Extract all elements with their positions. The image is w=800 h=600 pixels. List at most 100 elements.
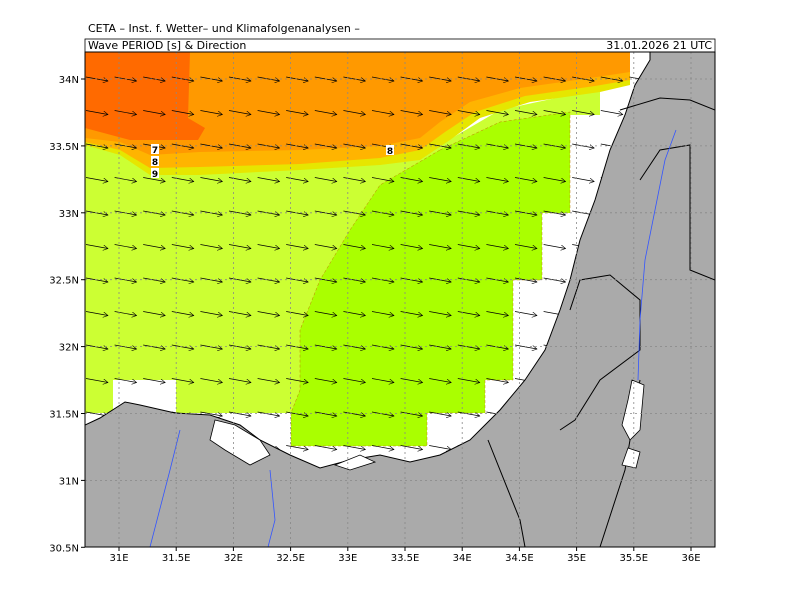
- arrow: [543, 244, 566, 249]
- arrow: [171, 311, 194, 316]
- arrow: [228, 110, 251, 115]
- arrow: [429, 244, 451, 249]
- y-tick-label: 34N: [59, 75, 79, 86]
- arrow: [257, 110, 280, 115]
- arrow: [85, 311, 108, 316]
- y-tick-label: 32N: [59, 343, 79, 354]
- arrow: [314, 411, 337, 416]
- arrow: [171, 210, 194, 215]
- x-tick-label: 34E: [453, 553, 472, 564]
- arrow: [543, 277, 566, 282]
- x-tick-label: 33E: [338, 553, 357, 564]
- arrow: [314, 244, 337, 249]
- arrow: [257, 311, 280, 316]
- x-tick-label: 33.5E: [391, 553, 420, 564]
- rivers: [149, 129, 677, 547]
- arrow: [400, 177, 423, 182]
- arrow: [343, 277, 365, 282]
- arrow: [457, 244, 480, 249]
- arrow: [343, 110, 365, 115]
- arrow: [343, 344, 365, 349]
- header-timestamp: 31.01.2026 21 UTC: [606, 39, 712, 52]
- y-tick-label: 33N: [59, 209, 79, 220]
- arrow: [171, 110, 194, 115]
- arrow: [314, 311, 337, 316]
- x-tick-label: 31E: [109, 553, 128, 564]
- arrow: [486, 311, 508, 316]
- arrow: [543, 177, 566, 182]
- period-zone-dark-orange: [85, 52, 205, 140]
- arrow: [486, 143, 508, 148]
- arrow: [457, 311, 480, 316]
- arrow: [486, 76, 508, 81]
- arrow: [543, 210, 566, 215]
- land: [85, 52, 715, 547]
- arrow: [228, 244, 251, 249]
- arrow: [400, 411, 423, 416]
- arrow: [171, 177, 194, 182]
- arrow: [114, 378, 137, 383]
- y-tick-label: 30.5N: [49, 543, 79, 554]
- arrow: [343, 177, 365, 182]
- arrow: [371, 110, 394, 115]
- arrow: [286, 378, 308, 383]
- arrow: [200, 311, 222, 316]
- arrow: [143, 277, 165, 282]
- arrow: [286, 143, 308, 148]
- plot-frame: [84, 51, 716, 548]
- arrow: [314, 110, 337, 115]
- arrow: [286, 277, 308, 282]
- arrow: [114, 110, 137, 115]
- arrow: [286, 244, 308, 249]
- arrow: [143, 344, 165, 349]
- y-tick-label: 32.5N: [49, 276, 79, 287]
- arrow: [257, 277, 280, 282]
- arrow: [200, 177, 222, 182]
- arrow: [486, 378, 508, 383]
- arrow: [429, 110, 451, 115]
- arrow: [429, 311, 451, 316]
- arrow: [457, 76, 480, 81]
- arrow: [143, 177, 165, 182]
- arrow: [143, 76, 165, 81]
- arrow: [257, 344, 280, 349]
- arrow: [143, 244, 165, 249]
- arrow: [429, 445, 451, 450]
- graticule: [85, 52, 715, 547]
- arrow: [400, 311, 423, 316]
- arrow: [514, 244, 537, 249]
- arrow: [200, 110, 222, 115]
- arrow: [314, 177, 337, 182]
- arrow: [429, 411, 451, 416]
- arrow: [514, 311, 537, 316]
- arrow: [171, 378, 194, 383]
- arrow: [457, 110, 480, 115]
- arrow: [343, 210, 365, 215]
- arrow: [457, 143, 480, 148]
- arrow: [343, 311, 365, 316]
- arrow: [257, 76, 280, 81]
- axis-labels: 31E 31.5E 32E 32.5E 33E 33.5E 34E 34.5E 35E 35.5E…: [49, 75, 700, 564]
- arrow: [143, 110, 165, 115]
- arrow: [371, 344, 394, 349]
- contour-label: 8: [152, 158, 158, 168]
- arrow: [429, 378, 451, 383]
- arrow: [228, 177, 251, 182]
- arrow: [143, 210, 165, 215]
- arrow: [314, 445, 337, 450]
- plot-area: [85, 52, 715, 547]
- arrow: [228, 311, 251, 316]
- arrow: [286, 344, 308, 349]
- arrow: [286, 411, 308, 416]
- arrow: [171, 277, 194, 282]
- arrow: [257, 378, 280, 383]
- contour-label: 9: [152, 170, 158, 180]
- arrow: [228, 378, 251, 383]
- arrow: [371, 177, 394, 182]
- arrow: [572, 76, 594, 81]
- x-tick-label: 34.5E: [505, 553, 534, 564]
- arrow: [343, 378, 365, 383]
- x-tick-label: 32E: [224, 553, 243, 564]
- arrow: [114, 244, 137, 249]
- arrow: [286, 445, 308, 450]
